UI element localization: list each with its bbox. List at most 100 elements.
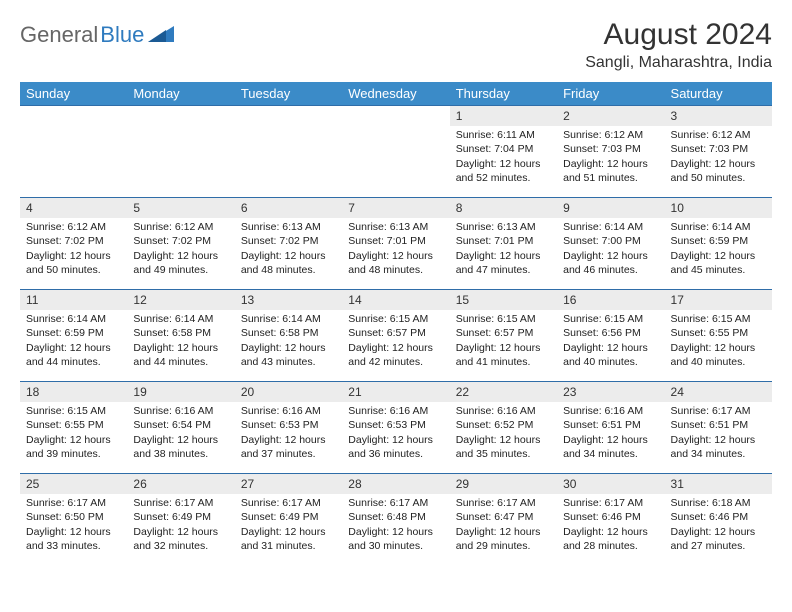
calendar-day-cell: 6Sunrise: 6:13 AMSunset: 7:02 PMDaylight… <box>235 198 342 290</box>
day-details: Sunrise: 6:17 AMSunset: 6:50 PMDaylight:… <box>20 494 127 557</box>
calendar-day-cell <box>342 106 449 198</box>
calendar-day-cell: 12Sunrise: 6:14 AMSunset: 6:58 PMDayligh… <box>127 290 234 382</box>
calendar-day-cell: 10Sunrise: 6:14 AMSunset: 6:59 PMDayligh… <box>665 198 772 290</box>
day-number: 30 <box>557 474 664 494</box>
calendar-day-cell: 8Sunrise: 6:13 AMSunset: 7:01 PMDaylight… <box>450 198 557 290</box>
day-details: Sunrise: 6:16 AMSunset: 6:53 PMDaylight:… <box>235 402 342 465</box>
calendar-day-cell: 30Sunrise: 6:17 AMSunset: 6:46 PMDayligh… <box>557 474 664 566</box>
day-number: 3 <box>665 106 772 126</box>
day-details: Sunrise: 6:15 AMSunset: 6:57 PMDaylight:… <box>450 310 557 373</box>
weekday-header: Friday <box>557 82 664 106</box>
weekday-header: Saturday <box>665 82 772 106</box>
calendar-day-cell: 29Sunrise: 6:17 AMSunset: 6:47 PMDayligh… <box>450 474 557 566</box>
day-details: Sunrise: 6:12 AMSunset: 7:02 PMDaylight:… <box>20 218 127 281</box>
day-details: Sunrise: 6:16 AMSunset: 6:53 PMDaylight:… <box>342 402 449 465</box>
calendar-page: GeneralBlue August 2024 Sangli, Maharash… <box>0 0 792 576</box>
day-details: Sunrise: 6:17 AMSunset: 6:47 PMDaylight:… <box>450 494 557 557</box>
day-details: Sunrise: 6:13 AMSunset: 7:01 PMDaylight:… <box>342 218 449 281</box>
day-number: 11 <box>20 290 127 310</box>
day-number: 13 <box>235 290 342 310</box>
day-details: Sunrise: 6:17 AMSunset: 6:48 PMDaylight:… <box>342 494 449 557</box>
day-number: 22 <box>450 382 557 402</box>
calendar-day-cell: 13Sunrise: 6:14 AMSunset: 6:58 PMDayligh… <box>235 290 342 382</box>
calendar-day-cell: 11Sunrise: 6:14 AMSunset: 6:59 PMDayligh… <box>20 290 127 382</box>
day-details: Sunrise: 6:15 AMSunset: 6:55 PMDaylight:… <box>20 402 127 465</box>
calendar-body: 1Sunrise: 6:11 AMSunset: 7:04 PMDaylight… <box>20 106 772 566</box>
day-number: 21 <box>342 382 449 402</box>
day-details: Sunrise: 6:14 AMSunset: 6:59 PMDaylight:… <box>20 310 127 373</box>
day-number: 5 <box>127 198 234 218</box>
calendar-day-cell: 15Sunrise: 6:15 AMSunset: 6:57 PMDayligh… <box>450 290 557 382</box>
calendar-day-cell: 14Sunrise: 6:15 AMSunset: 6:57 PMDayligh… <box>342 290 449 382</box>
day-details: Sunrise: 6:16 AMSunset: 6:54 PMDaylight:… <box>127 402 234 465</box>
day-number: 15 <box>450 290 557 310</box>
day-number: 27 <box>235 474 342 494</box>
day-number: 12 <box>127 290 234 310</box>
day-details: Sunrise: 6:15 AMSunset: 6:57 PMDaylight:… <box>342 310 449 373</box>
calendar-day-cell: 19Sunrise: 6:16 AMSunset: 6:54 PMDayligh… <box>127 382 234 474</box>
day-details: Sunrise: 6:18 AMSunset: 6:46 PMDaylight:… <box>665 494 772 557</box>
weekday-header: Wednesday <box>342 82 449 106</box>
calendar-week-row: 11Sunrise: 6:14 AMSunset: 6:59 PMDayligh… <box>20 290 772 382</box>
calendar-day-cell: 28Sunrise: 6:17 AMSunset: 6:48 PMDayligh… <box>342 474 449 566</box>
calendar-day-cell: 7Sunrise: 6:13 AMSunset: 7:01 PMDaylight… <box>342 198 449 290</box>
day-number: 9 <box>557 198 664 218</box>
calendar-day-cell <box>127 106 234 198</box>
month-title: August 2024 <box>585 18 772 52</box>
calendar-day-cell: 17Sunrise: 6:15 AMSunset: 6:55 PMDayligh… <box>665 290 772 382</box>
day-number: 6 <box>235 198 342 218</box>
calendar-day-cell: 2Sunrise: 6:12 AMSunset: 7:03 PMDaylight… <box>557 106 664 198</box>
calendar-week-row: 4Sunrise: 6:12 AMSunset: 7:02 PMDaylight… <box>20 198 772 290</box>
day-details: Sunrise: 6:15 AMSunset: 6:56 PMDaylight:… <box>557 310 664 373</box>
calendar-day-cell: 9Sunrise: 6:14 AMSunset: 7:00 PMDaylight… <box>557 198 664 290</box>
day-details: Sunrise: 6:13 AMSunset: 7:02 PMDaylight:… <box>235 218 342 281</box>
day-number: 16 <box>557 290 664 310</box>
weekday-header: Tuesday <box>235 82 342 106</box>
day-details: Sunrise: 6:17 AMSunset: 6:49 PMDaylight:… <box>127 494 234 557</box>
day-details: Sunrise: 6:14 AMSunset: 6:59 PMDaylight:… <box>665 218 772 281</box>
day-number: 2 <box>557 106 664 126</box>
day-number: 20 <box>235 382 342 402</box>
logo-text-blue: Blue <box>100 22 144 48</box>
location: Sangli, Maharashtra, India <box>585 54 772 72</box>
day-details: Sunrise: 6:13 AMSunset: 7:01 PMDaylight:… <box>450 218 557 281</box>
day-number: 31 <box>665 474 772 494</box>
header: GeneralBlue August 2024 Sangli, Maharash… <box>20 18 772 72</box>
day-number: 23 <box>557 382 664 402</box>
day-details: Sunrise: 6:15 AMSunset: 6:55 PMDaylight:… <box>665 310 772 373</box>
calendar-day-cell: 18Sunrise: 6:15 AMSunset: 6:55 PMDayligh… <box>20 382 127 474</box>
day-number: 8 <box>450 198 557 218</box>
calendar-week-row: 1Sunrise: 6:11 AMSunset: 7:04 PMDaylight… <box>20 106 772 198</box>
weekday-header: Sunday <box>20 82 127 106</box>
calendar-day-cell: 26Sunrise: 6:17 AMSunset: 6:49 PMDayligh… <box>127 474 234 566</box>
calendar-day-cell: 25Sunrise: 6:17 AMSunset: 6:50 PMDayligh… <box>20 474 127 566</box>
calendar-day-cell: 21Sunrise: 6:16 AMSunset: 6:53 PMDayligh… <box>342 382 449 474</box>
calendar-day-cell: 20Sunrise: 6:16 AMSunset: 6:53 PMDayligh… <box>235 382 342 474</box>
day-details: Sunrise: 6:16 AMSunset: 6:52 PMDaylight:… <box>450 402 557 465</box>
day-number: 4 <box>20 198 127 218</box>
day-details: Sunrise: 6:16 AMSunset: 6:51 PMDaylight:… <box>557 402 664 465</box>
day-details: Sunrise: 6:12 AMSunset: 7:03 PMDaylight:… <box>557 126 664 189</box>
calendar-day-cell: 22Sunrise: 6:16 AMSunset: 6:52 PMDayligh… <box>450 382 557 474</box>
calendar-table: SundayMondayTuesdayWednesdayThursdayFrid… <box>20 82 772 566</box>
day-details: Sunrise: 6:12 AMSunset: 7:03 PMDaylight:… <box>665 126 772 189</box>
day-number: 14 <box>342 290 449 310</box>
weekday-header: Thursday <box>450 82 557 106</box>
logo-triangle-icon <box>148 24 174 47</box>
day-details: Sunrise: 6:17 AMSunset: 6:51 PMDaylight:… <box>665 402 772 465</box>
day-details: Sunrise: 6:14 AMSunset: 7:00 PMDaylight:… <box>557 218 664 281</box>
calendar-day-cell: 4Sunrise: 6:12 AMSunset: 7:02 PMDaylight… <box>20 198 127 290</box>
day-details: Sunrise: 6:11 AMSunset: 7:04 PMDaylight:… <box>450 126 557 189</box>
day-details: Sunrise: 6:17 AMSunset: 6:49 PMDaylight:… <box>235 494 342 557</box>
day-number: 25 <box>20 474 127 494</box>
day-number: 26 <box>127 474 234 494</box>
calendar-day-cell: 1Sunrise: 6:11 AMSunset: 7:04 PMDaylight… <box>450 106 557 198</box>
day-number: 18 <box>20 382 127 402</box>
day-details: Sunrise: 6:17 AMSunset: 6:46 PMDaylight:… <box>557 494 664 557</box>
day-details: Sunrise: 6:12 AMSunset: 7:02 PMDaylight:… <box>127 218 234 281</box>
calendar-week-row: 18Sunrise: 6:15 AMSunset: 6:55 PMDayligh… <box>20 382 772 474</box>
calendar-day-cell: 3Sunrise: 6:12 AMSunset: 7:03 PMDaylight… <box>665 106 772 198</box>
day-number: 29 <box>450 474 557 494</box>
day-number: 28 <box>342 474 449 494</box>
logo-text-general: General <box>20 22 98 48</box>
